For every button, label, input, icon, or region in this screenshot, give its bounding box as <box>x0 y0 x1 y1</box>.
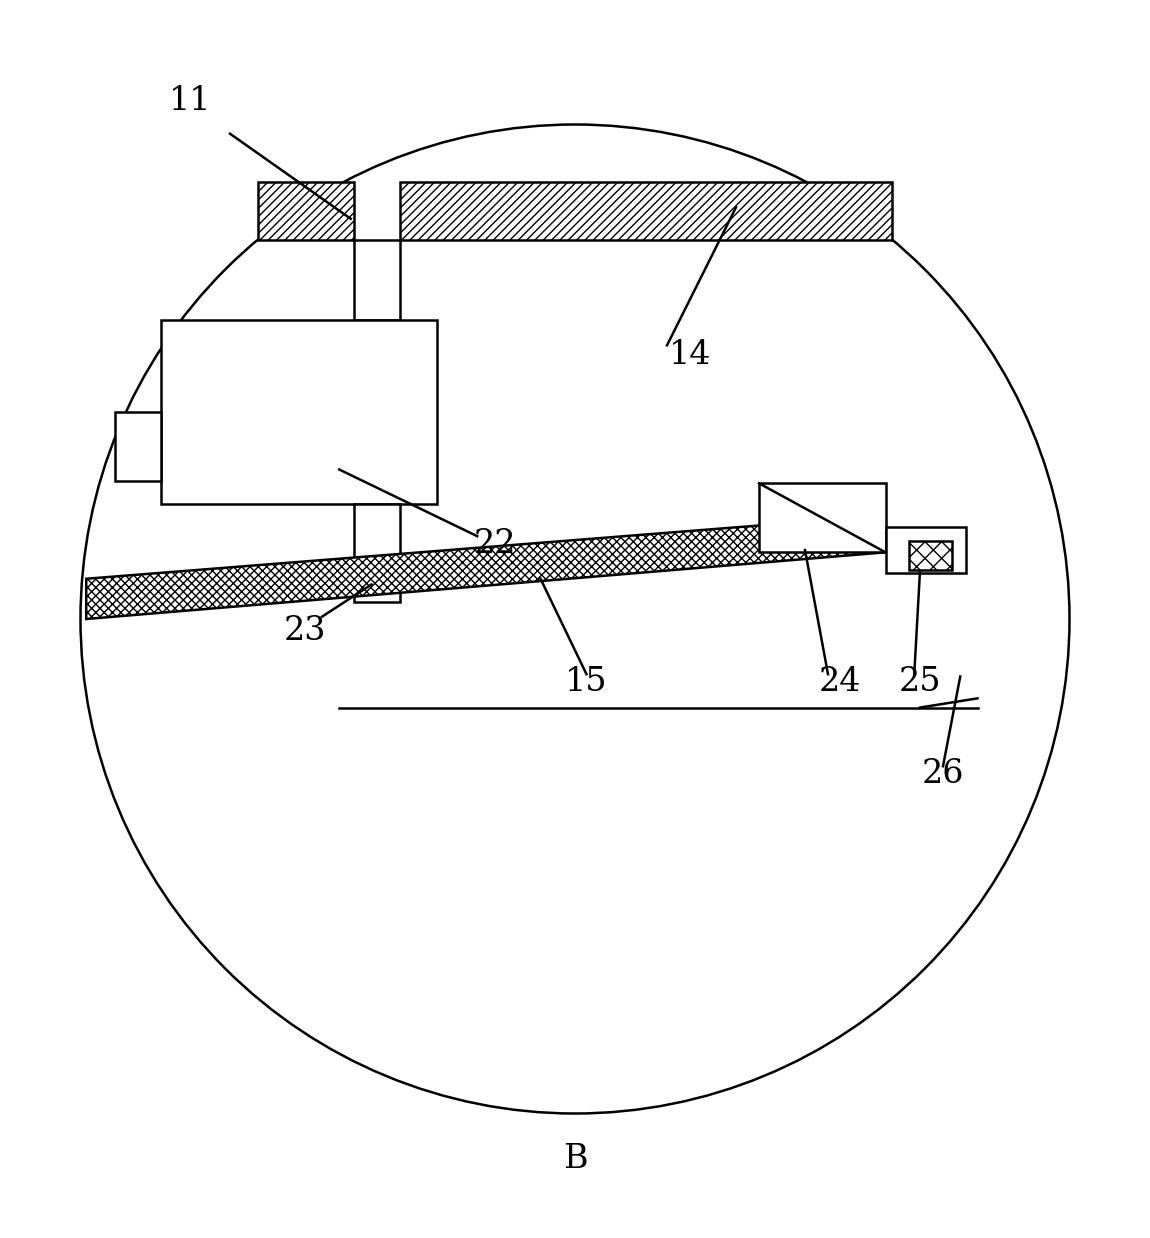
Text: 14: 14 <box>669 338 711 370</box>
Bar <box>115 412 161 482</box>
Bar <box>258 182 354 239</box>
Bar <box>400 182 892 239</box>
Text: 26: 26 <box>922 758 964 790</box>
Text: 23: 23 <box>284 614 325 646</box>
Bar <box>161 319 437 504</box>
Polygon shape <box>86 515 886 619</box>
Text: 15: 15 <box>565 666 608 698</box>
Bar <box>886 527 966 573</box>
Bar <box>354 504 400 602</box>
Text: 22: 22 <box>474 529 515 561</box>
Text: 11: 11 <box>169 85 210 118</box>
Text: 25: 25 <box>898 666 942 698</box>
Bar <box>908 541 952 569</box>
Bar <box>759 483 886 552</box>
Text: 24: 24 <box>819 666 860 698</box>
Text: B: B <box>562 1144 588 1176</box>
Bar <box>354 239 400 319</box>
